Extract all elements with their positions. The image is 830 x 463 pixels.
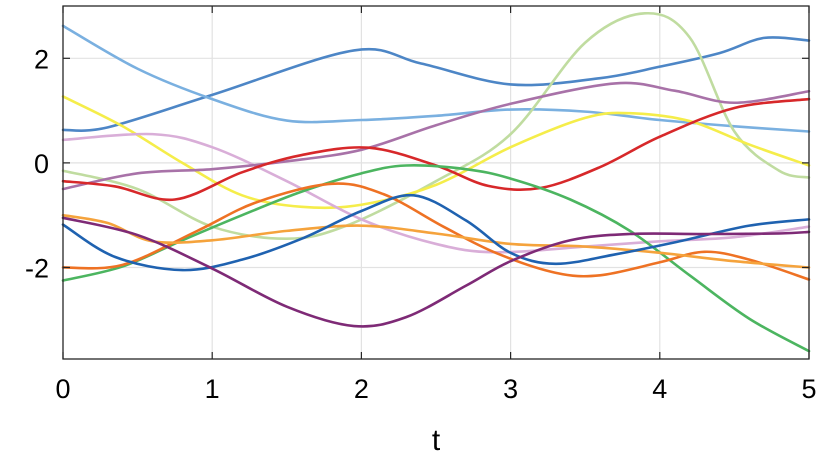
grid-lines	[63, 6, 809, 359]
x-tick-label: 0	[55, 374, 70, 404]
series-line-2	[61, 24, 811, 133]
series-line-9	[61, 182, 811, 281]
series-line-12	[61, 216, 811, 328]
series-line-11	[61, 193, 811, 272]
x-tick-label: 4	[652, 374, 667, 404]
plot-frame	[62, 5, 810, 360]
x-tick-label: 1	[205, 374, 220, 404]
x-tick-label: 2	[354, 374, 369, 404]
x-tick-label: 5	[801, 374, 816, 404]
series-lines	[61, 11, 811, 353]
x-tick-label: 3	[503, 374, 518, 404]
y-tick-label: 0	[34, 149, 49, 179]
series-line-8	[61, 164, 811, 353]
x-axis-label: t	[432, 424, 441, 457]
y-tick-label: -2	[25, 253, 49, 283]
series-line-6	[61, 81, 811, 191]
series-line-1	[61, 36, 811, 132]
series-line-4	[61, 95, 811, 210]
axis-ticks: 0 1 2 3 4 5 -2 0 2	[25, 6, 817, 404]
y-tick-label: 2	[34, 44, 49, 74]
